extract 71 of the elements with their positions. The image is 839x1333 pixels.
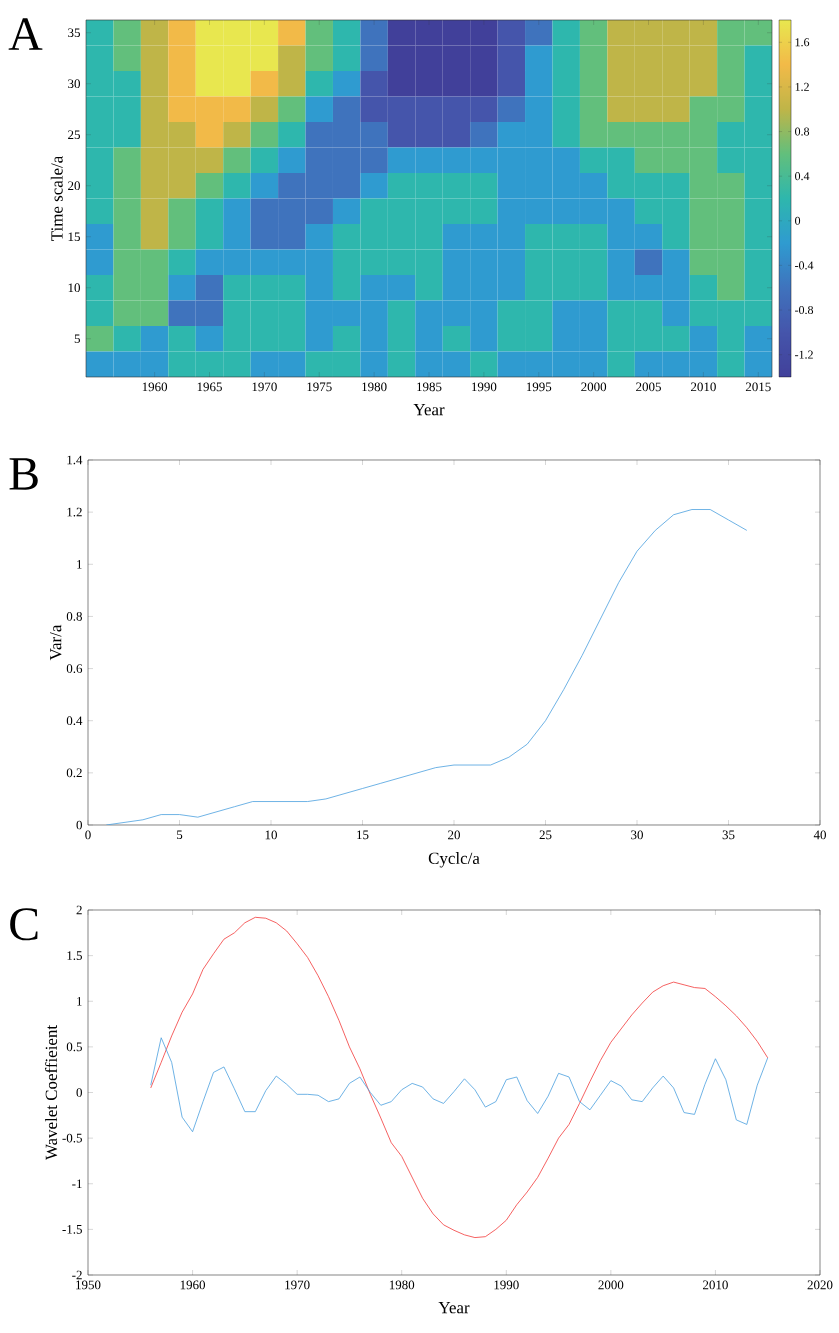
y-tick-label: 25 [68, 130, 80, 140]
y-tick-label: 1.2 [67, 507, 82, 517]
chart-title: B [9, 458, 38, 490]
x-tick-label: 1960 [142, 382, 168, 392]
y-tick-label: 10 [68, 283, 80, 293]
x-tick-label: 40 [813, 830, 826, 840]
y-tick-label: 0.5 [66, 1042, 82, 1052]
x-tick-label: 15 [357, 830, 369, 840]
color-bar-label: 1.6 [795, 38, 810, 47]
color-bar-label: 0 [795, 216, 801, 225]
x-tick-label: 35 [722, 830, 735, 840]
chart-title: A [8, 18, 43, 50]
y-axis-title: Wavelet Coeffieient [44, 1024, 58, 1161]
x-tick-label: 1970 [285, 1280, 310, 1290]
y-tick-label: -0.5 [62, 1133, 82, 1143]
y-tick-label: 30 [68, 79, 80, 89]
x-tick-label: 1985 [417, 382, 442, 392]
y-axis-title: Var/a [50, 624, 62, 661]
line-series [150, 1037, 769, 1133]
x-tick-label: 1970 [252, 382, 277, 392]
x-tick-label: 2015 [745, 382, 771, 392]
color-bar-label: -0.8 [795, 305, 814, 315]
x-tick-label: 30 [631, 830, 643, 840]
y-tick-label: 0.6 [66, 664, 83, 673]
y-tick-label: 1 [77, 996, 82, 1006]
x-tick-label: 1990 [494, 1280, 519, 1290]
y-tick-label: -1.5 [62, 1225, 82, 1234]
x-tick-label: 1965 [197, 382, 222, 392]
x-tick-label: 10 [265, 830, 277, 840]
y-tick-label: 20 [68, 181, 80, 191]
x-tick-label: 25 [539, 830, 552, 840]
x-tick-label: 1950 [76, 1280, 101, 1290]
y-tick-label: 0 [76, 820, 82, 830]
x-axis-title: Cyclc/a [428, 852, 480, 868]
x-tick-label: 1980 [362, 382, 387, 392]
y-tick-label: 35 [68, 28, 80, 38]
x-tick-label: 2000 [598, 1280, 624, 1290]
color-bar-label: 0.4 [795, 172, 810, 181]
x-tick-label: 0 [85, 830, 91, 840]
x-tick-label: 2000 [581, 382, 607, 392]
y-tick-label: 15 [68, 232, 80, 242]
x-tick-label: 5 [177, 830, 183, 840]
color-bar-label: -0.4 [795, 261, 814, 270]
y-tick-label: -2 [72, 1270, 82, 1280]
color-bar-label: -1.2 [795, 350, 813, 359]
y-tick-label: 5 [74, 334, 80, 344]
y-axis-title: Time scale/a [50, 155, 63, 241]
x-axis-title: Year [438, 1302, 470, 1314]
x-tick-label: 1975 [307, 382, 332, 392]
color-bar-label: 1.2 [795, 82, 809, 91]
y-tick-label: 2 [76, 905, 82, 915]
x-tick-label: 1980 [389, 1280, 415, 1290]
chart-title: C [10, 908, 38, 941]
y-tick-label: 0.4 [66, 716, 83, 726]
y-tick-label: 1.4 [67, 455, 83, 465]
x-tick-label: 1960 [180, 1280, 206, 1290]
y-tick-label: 1.5 [67, 951, 82, 960]
x-tick-label: 2005 [636, 382, 661, 392]
y-tick-label: 1 [77, 560, 82, 569]
x-tick-label: 2020 [807, 1280, 833, 1290]
y-tick-label: 0 [76, 1088, 82, 1097]
y-tick-label: 0.2 [66, 768, 82, 778]
y-tick-label: 0.8 [66, 612, 82, 621]
x-axis-title: Year [413, 404, 445, 416]
x-tick-label: 2010 [703, 1280, 728, 1290]
x-tick-label: 20 [448, 830, 460, 840]
x-tick-label: 2010 [691, 382, 716, 392]
y-tick-label: -1 [72, 1179, 82, 1189]
color-bar-label: 0.8 [795, 127, 810, 136]
x-tick-label: 1995 [526, 382, 552, 392]
x-tick-label: 1990 [472, 382, 497, 392]
